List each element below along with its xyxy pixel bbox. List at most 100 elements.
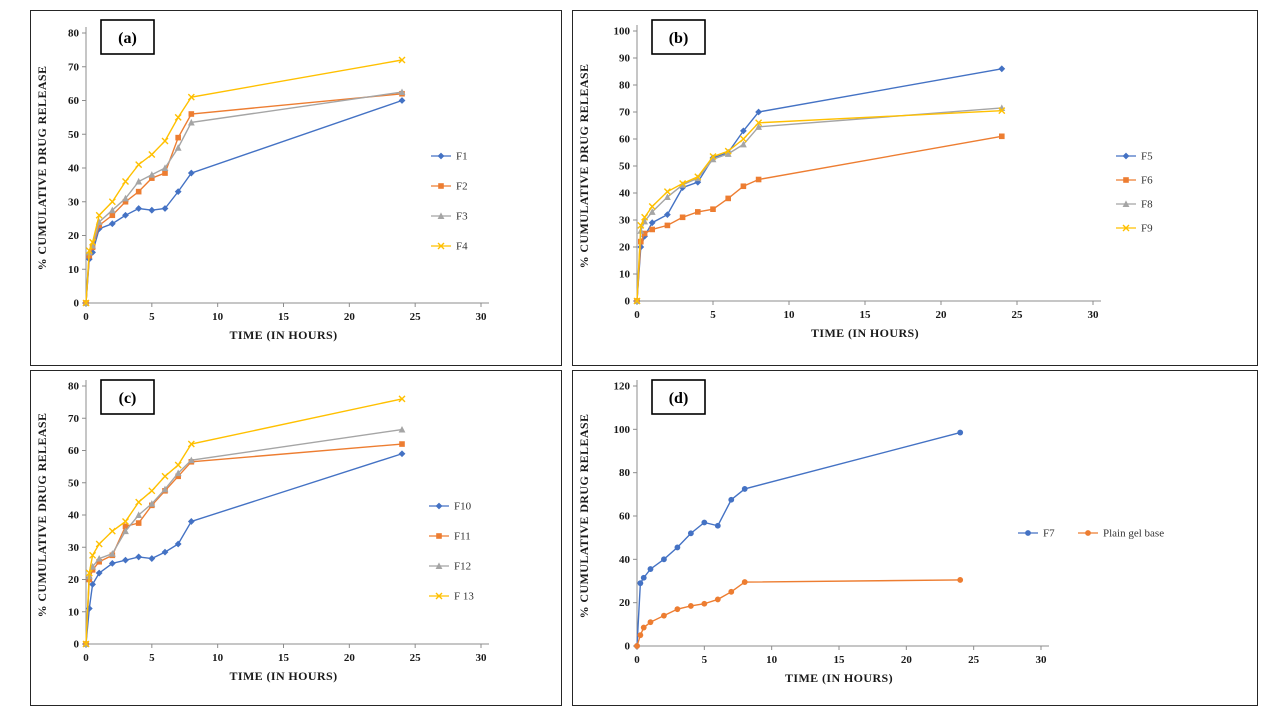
y-tick-label: 10 [68,606,80,618]
y-axis-title: % CUMULATIVE DRUG RELEASE [577,414,591,619]
marker-x-icon [398,395,406,403]
marker-x-icon [187,93,195,101]
x-tick-label: 30 [1036,654,1048,666]
legend-label: F8 [1141,199,1153,211]
marker-diamond-icon [89,580,96,588]
marker-square-icon [96,558,102,565]
marker-diamond-icon [148,206,156,214]
marker-diamond-icon [398,97,406,104]
panel-label: (a) [118,30,137,47]
y-tick-label: 10 [619,269,631,281]
y-tick-label: 10 [68,264,80,276]
marker-triangle-icon [398,88,406,96]
y-axis-title: % CUMULATIVE DRUG RELEASE [35,413,49,618]
legend-label: F9 [1141,223,1153,235]
marker-x-icon [161,137,169,145]
y-tick-label: 70 [68,413,80,425]
legend-item-Plain-gel-base: Plain gel base [1078,528,1164,540]
y-tick-label: 70 [68,61,80,73]
series-line-F1 [85,99,403,304]
marker-diamond-icon [108,559,116,567]
legend-item-F2: F2 [431,181,468,193]
series-line-Plain-gel-base [636,579,961,647]
x-tick-label: 15 [278,311,290,323]
y-tick-label: 20 [619,242,631,254]
marker-x-icon [135,498,143,506]
legend-item-F7: F7 [1018,528,1055,540]
marker-circle-icon [728,588,735,595]
marker-circle-icon [957,577,964,583]
marker-x-icon [694,173,702,181]
marker-diamond-icon [398,450,406,458]
marker-x-icon [108,198,116,206]
marker-diamond-icon [161,205,169,212]
x-tick-label: 20 [901,654,913,666]
marker-circle-icon [661,612,667,619]
marker-circle-icon [728,496,735,503]
marker-x-icon [637,221,645,229]
chart-svg: 0 10 20 30 40 50 60 70 80 0 5 10 15 20 25 30 TIME (IN HO… [35,19,489,342]
marker-diamond-icon [755,108,762,116]
marker-square-icon [122,198,129,205]
marker-square-icon [725,195,731,202]
marker-x-icon [755,119,763,127]
y-tick-label: 0 [74,298,80,310]
marker-triangle-icon [398,425,406,433]
x-tick-label: 25 [968,654,980,666]
legend-item-F12: F12 [429,561,471,573]
marker-circle-icon [637,632,644,639]
legend-item-F9: F9 [1116,223,1153,235]
y-tick-label: 80 [619,467,631,479]
marker-triangle-icon [174,469,182,477]
y-axis-title: % CUMULATIVE DRUG RELEASE [35,66,49,271]
marker-x-icon [724,147,732,155]
x-tick-label: 20 [344,652,356,664]
marker-diamond-icon [437,152,445,160]
marker-diamond-icon [174,540,182,548]
marker-square-icon [122,523,129,530]
marker-circle-icon [647,619,654,626]
marker-diamond-icon [148,555,156,562]
y-tick-label: 50 [68,129,80,141]
marker-diamond-icon [187,518,195,525]
legend-item-F8: F8 [1116,199,1153,211]
legend-label: F5 [1141,151,1153,163]
x-tick-label: 5 [710,309,716,321]
marker-triangle-icon [148,171,156,178]
x-tick-label: 25 [410,652,422,664]
marker-x-icon [679,180,687,188]
marker-square-icon [679,214,686,221]
marker-circle-icon [714,522,721,529]
marker-circle-icon [640,624,647,631]
series-line-F-13 [85,398,403,645]
x-axis-title: TIME (IN HOURS) [229,328,337,342]
marker-x-icon [437,242,445,250]
marker-x-icon [663,188,671,196]
marker-square-icon [740,183,747,190]
marker-triangle-icon [187,118,195,126]
series-line-F7 [636,431,961,647]
marker-triangle-icon [437,212,445,219]
marker-x-icon [148,487,156,495]
panel-label-box [100,19,155,55]
x-tick-label: 15 [278,652,290,664]
chart-svg: 0 10 20 30 40 50 60 70 80 90 100 0 5 10 15 20 25 30 TIME (… [577,19,1153,340]
marker-diamond-icon [187,169,195,177]
marker-triangle-icon [664,193,671,201]
x-tick-label: 0 [83,652,89,664]
marker-square-icon [755,176,762,183]
y-tick-label: 100 [614,424,631,436]
chart-panel-c: 0 10 20 30 40 50 60 70 80 0 5 10 15 20 25 30 TIME (IN HO… [30,370,562,706]
y-tick-label: 40 [619,554,631,566]
x-tick-label: 10 [784,309,796,321]
marker-square-icon [135,188,142,195]
chart-svg: 0 20 40 60 80 100 120 0 5 10 15 20 25 30 TIME (IN HOUR… [577,379,1164,685]
marker-diamond-icon [161,548,169,556]
marker-x-icon [648,203,656,210]
x-tick-label: 0 [634,309,640,321]
marker-square-icon [641,230,648,237]
marker-diamond-icon [648,219,656,227]
y-tick-label: 60 [68,95,80,107]
marker-triangle-icon [108,206,116,214]
marker-circle-icon [714,596,721,603]
